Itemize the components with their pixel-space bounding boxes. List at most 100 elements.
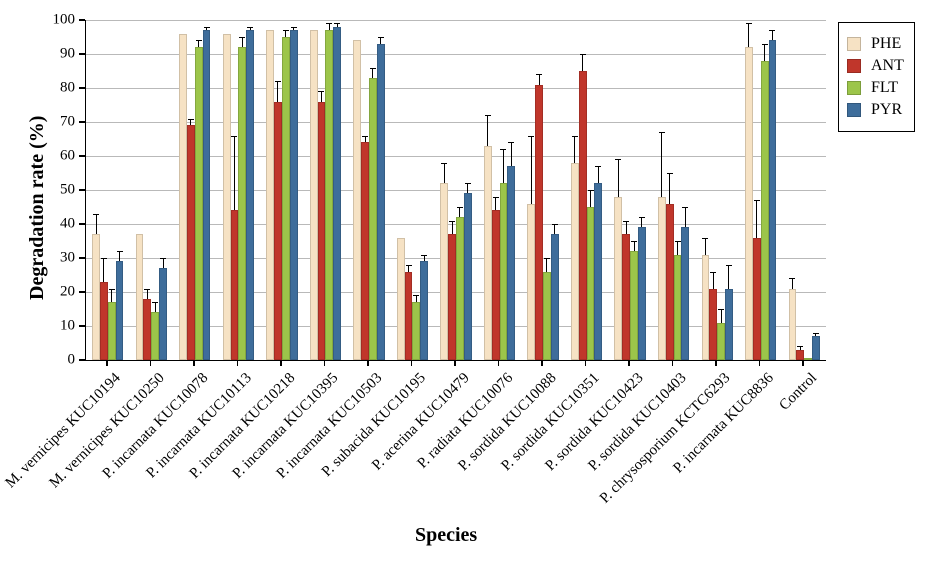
x-tick — [280, 360, 282, 366]
error-bar-cap — [675, 241, 681, 242]
error-bar — [416, 295, 417, 302]
error-bar — [155, 302, 156, 312]
bar — [353, 40, 361, 360]
error-bar-cap — [160, 258, 166, 259]
legend: PHEANTFLTPYR — [838, 22, 915, 132]
x-tick-label: Control — [777, 370, 821, 414]
x-tick — [541, 360, 543, 366]
bar — [116, 261, 124, 360]
error-bar-cap — [528, 136, 534, 137]
error-bar-cap — [283, 30, 289, 31]
x-tick — [367, 360, 369, 366]
error-bar-cap — [231, 136, 237, 137]
error-bar — [685, 207, 686, 227]
y-tick-label: 20 — [49, 284, 75, 301]
error-bar — [792, 278, 793, 288]
y-tick-label: 0 — [49, 352, 75, 369]
bar — [377, 44, 385, 360]
y-tick — [79, 223, 85, 225]
bar — [630, 251, 638, 360]
error-bar — [531, 136, 532, 204]
x-tick — [106, 360, 108, 366]
y-tick — [79, 53, 85, 55]
error-bar-cap — [239, 37, 245, 38]
error-bar — [459, 207, 460, 217]
error-bar — [190, 119, 191, 126]
error-bar — [590, 190, 591, 207]
error-bar-cap — [631, 241, 637, 242]
error-bar — [574, 136, 575, 163]
error-bar-cap — [188, 119, 194, 120]
bar — [187, 125, 195, 360]
bar — [500, 183, 508, 360]
error-bar — [748, 23, 749, 47]
chart-container: 0102030405060708090100 M. vernicipes KUC… — [0, 0, 930, 564]
error-bar — [380, 37, 381, 44]
error-bar-cap — [326, 23, 332, 24]
error-bar-cap — [813, 333, 819, 334]
x-tick — [585, 360, 587, 366]
error-bar-cap — [275, 81, 281, 82]
bar — [310, 30, 318, 360]
error-bar — [424, 255, 425, 262]
error-bar-cap — [101, 258, 107, 259]
error-bar-cap — [457, 207, 463, 208]
bar — [543, 272, 551, 360]
error-bar — [242, 37, 243, 47]
bar — [282, 37, 290, 360]
bar — [717, 323, 725, 360]
x-tick — [454, 360, 456, 366]
x-tick — [628, 360, 630, 366]
y-tick-label: 30 — [49, 250, 75, 267]
error-bar — [147, 289, 148, 299]
error-bar-cap — [493, 197, 499, 198]
error-bar — [487, 115, 488, 146]
bar — [420, 261, 428, 360]
bar — [223, 34, 231, 360]
error-bar-cap — [362, 136, 368, 137]
bar — [796, 350, 804, 360]
bar — [622, 234, 630, 360]
y-tick — [79, 291, 85, 293]
error-bar — [756, 200, 757, 237]
x-tick — [150, 360, 152, 366]
error-bar-cap — [406, 265, 412, 266]
y-tick-label: 60 — [49, 148, 75, 165]
error-bar-cap — [754, 200, 760, 201]
error-bar — [408, 265, 409, 272]
error-bar-cap — [726, 265, 732, 266]
error-bar — [467, 183, 468, 193]
bar — [361, 142, 369, 360]
y-tick-label: 40 — [49, 216, 75, 233]
bar — [440, 183, 448, 360]
error-bar-cap — [623, 221, 629, 222]
error-bar-cap — [536, 74, 542, 75]
legend-swatch — [847, 59, 861, 73]
error-bar — [661, 132, 662, 197]
bar — [203, 30, 211, 360]
error-bar-cap — [659, 132, 665, 133]
bar — [397, 238, 405, 360]
error-bar — [277, 81, 278, 101]
error-bar-cap — [449, 221, 455, 222]
bar — [179, 34, 187, 360]
error-bar-cap — [789, 278, 795, 279]
bar — [789, 289, 797, 360]
bar — [325, 30, 333, 360]
bar — [579, 71, 587, 360]
bar — [484, 146, 492, 360]
error-bar-cap — [580, 54, 586, 55]
legend-label: FLT — [871, 79, 898, 97]
legend-item: PHE — [847, 35, 904, 53]
error-bar-cap — [639, 217, 645, 218]
x-tick — [498, 360, 500, 366]
bar — [369, 78, 377, 360]
x-tick — [411, 360, 413, 366]
y-tick-label: 80 — [49, 80, 75, 97]
error-bar-cap — [746, 23, 752, 24]
error-bar-cap — [552, 224, 558, 225]
y-tick — [79, 189, 85, 191]
error-bar-cap — [710, 272, 716, 273]
y-axis-title: Degradation rate (%) — [26, 116, 49, 300]
error-bar — [163, 258, 164, 268]
